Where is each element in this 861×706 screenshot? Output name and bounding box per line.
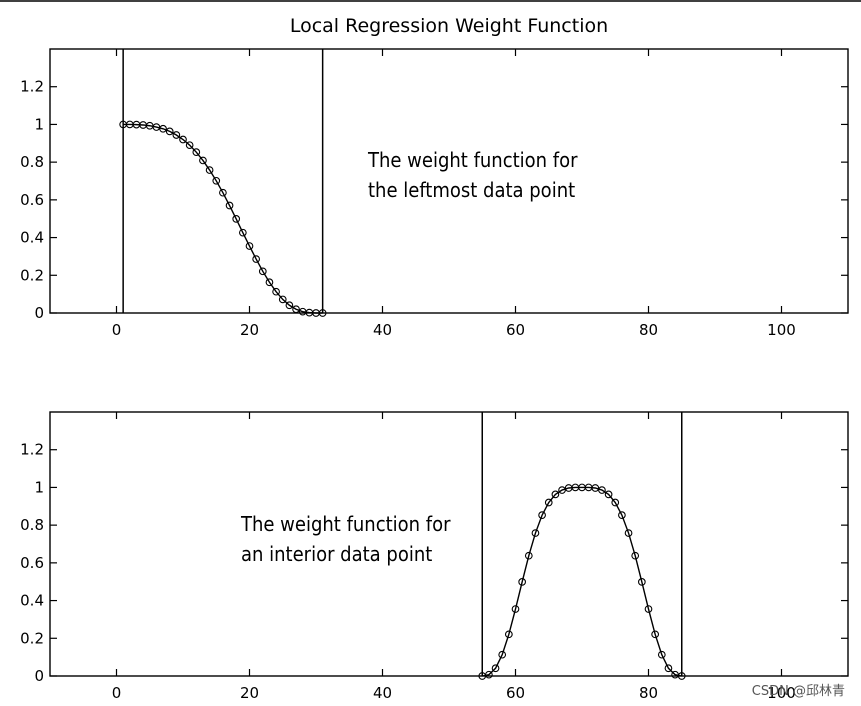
data-point [505, 630, 513, 639]
data-point [232, 215, 241, 223]
data-point [205, 166, 214, 174]
data-point [511, 605, 520, 613]
data-point [491, 664, 500, 673]
axes-frame [49, 48, 849, 314]
data-point [518, 578, 527, 586]
data-point [318, 309, 327, 317]
data-point [558, 486, 566, 494]
x-tick-label: 80 [639, 684, 658, 702]
y-tick-label: 0.8 [20, 153, 44, 171]
annotation-line: the leftmost data point [368, 178, 575, 202]
x-tick-label: 0 [112, 684, 122, 702]
data-point [292, 305, 300, 314]
data-point [265, 278, 274, 287]
annotation-line: The weight function for [240, 512, 451, 536]
data-point [538, 511, 546, 519]
y-tick-label: 0.2 [20, 629, 44, 647]
x-tick-label: 20 [240, 321, 259, 339]
data-point [165, 127, 174, 136]
y-tick-label: 0 [34, 667, 44, 685]
y-tick-label: 0 [34, 304, 44, 322]
x-tick-label: 20 [240, 684, 259, 702]
y-tick-label: 0.6 [20, 191, 44, 209]
data-point [239, 228, 247, 237]
data-point [159, 124, 167, 133]
data-point [498, 650, 507, 659]
data-point [219, 188, 227, 197]
data-point [524, 551, 533, 560]
data-point [631, 551, 640, 560]
y-tick-label: 0.8 [20, 516, 44, 534]
weight-curve [482, 486, 682, 677]
data-point [618, 511, 626, 519]
y-tick-label: 0.4 [20, 592, 44, 610]
data-point [258, 267, 267, 276]
data-point [172, 131, 181, 139]
data-point [598, 486, 606, 494]
x-tick-label: 100 [767, 321, 796, 339]
data-point [225, 201, 234, 210]
x-tick-label: 100 [767, 684, 796, 702]
data-point [544, 498, 553, 507]
y-tick-label: 1 [34, 115, 44, 133]
x-tick-label: 60 [506, 321, 525, 339]
data-point [551, 490, 560, 499]
data-point [185, 141, 194, 150]
data-point [272, 287, 280, 296]
data-point [285, 301, 294, 310]
y-tick-label: 0.6 [20, 554, 44, 572]
data-point [677, 672, 686, 680]
x-tick-label: 80 [639, 321, 658, 339]
data-point [485, 670, 493, 679]
weight-curve [123, 123, 323, 314]
data-point [179, 135, 187, 144]
data-point [604, 490, 613, 499]
plot-interior: 0 20 40 60 80 100 0 0.2 0.4 0.6 0.8 1 1.2 The weight … [20, 411, 849, 702]
y-tick-label: 0.2 [20, 266, 44, 284]
x-tick-label: 40 [373, 684, 392, 702]
data-point [591, 484, 600, 492]
annotation-line: The weight function for [367, 148, 578, 172]
data-point [212, 176, 221, 185]
annotation-line: an interior data point [241, 542, 432, 566]
y-tick-label: 1.2 [20, 441, 44, 459]
x-tick-label: 0 [112, 321, 122, 339]
data-point [664, 664, 673, 673]
data-point [245, 242, 254, 250]
watermark: CSDN @邱林青 [752, 684, 845, 699]
y-tick-label: 0.4 [20, 229, 44, 247]
y-tick-label: 1.2 [20, 78, 44, 96]
x-tick-label: 60 [506, 684, 525, 702]
plot-leftmost: 0 20 40 60 80 100 0 0.2 0.4 0.6 0.8 1 1.2 The weight … [20, 48, 849, 339]
x-tick-label: 40 [373, 321, 392, 339]
data-point [192, 148, 201, 156]
data-point [531, 529, 540, 537]
data-point [637, 578, 646, 586]
y-tick-label: 1 [34, 478, 44, 496]
data-point [624, 529, 633, 537]
data-point [252, 255, 260, 263]
data-point [278, 295, 287, 304]
chart-title: Local Regression Weight Function [290, 15, 608, 37]
axes-frame [49, 411, 849, 677]
data-point [657, 650, 666, 659]
data-point [611, 498, 620, 507]
data-point [199, 156, 207, 165]
data-point [651, 630, 660, 639]
data-point [644, 605, 653, 613]
